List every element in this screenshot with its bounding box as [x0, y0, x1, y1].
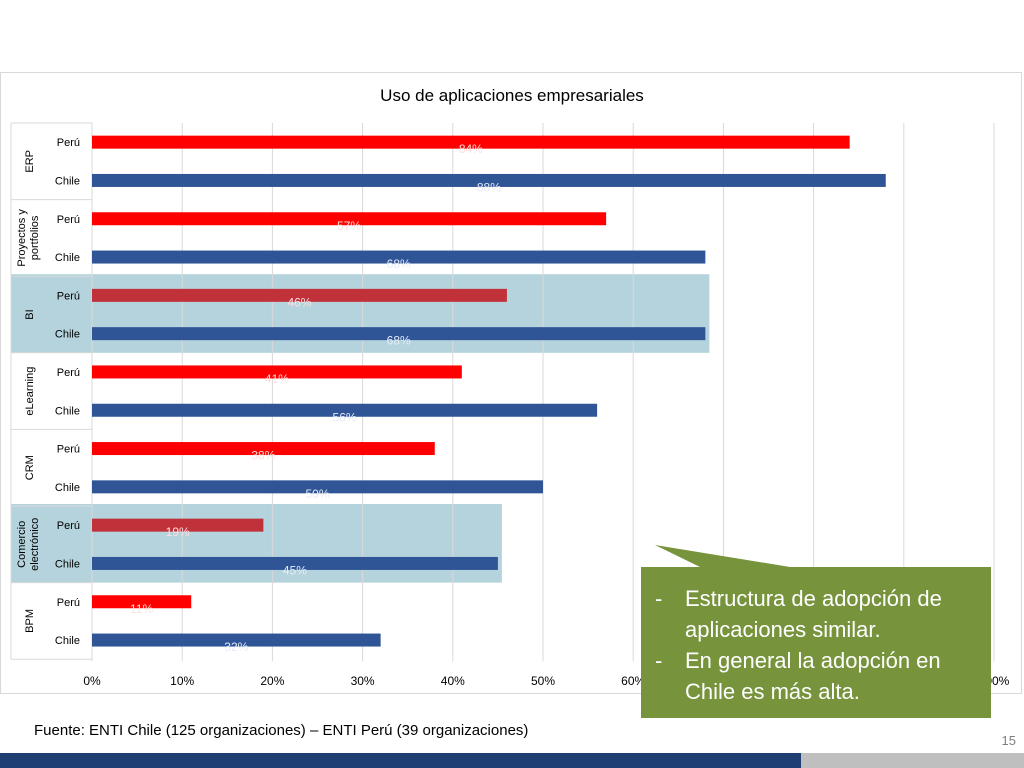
bar — [92, 403, 598, 417]
category-label: Perú — [57, 290, 80, 302]
x-tick-label: 0% — [83, 674, 101, 688]
data-label: 11% — [130, 602, 153, 616]
group-label: Comercioelectrónico — [16, 518, 41, 571]
category-label: Perú — [57, 367, 80, 379]
data-label: 41% — [265, 372, 289, 386]
category-label: Perú — [57, 597, 80, 609]
data-label: 88% — [477, 180, 501, 194]
category-label: Chile — [55, 635, 80, 647]
category-label: Perú — [57, 444, 80, 456]
highlight-box — [11, 274, 710, 353]
group-label: CRM — [24, 455, 36, 480]
x-tick-label: 30% — [351, 674, 375, 688]
group-label: Proyectos yportfolios — [16, 209, 41, 267]
data-label: 32% — [224, 640, 248, 654]
data-label: 84% — [459, 142, 483, 156]
callout-text: Estructura de adopción de aplicaciones s… — [685, 586, 942, 642]
callout-item: - Estructura de adopción de aplicaciones… — [655, 583, 973, 645]
data-label: 68% — [387, 257, 411, 271]
data-label: 50% — [305, 487, 329, 501]
category-label: Perú — [57, 214, 80, 226]
x-tick-label: 50% — [531, 674, 555, 688]
callout-dash: - — [655, 648, 663, 673]
bar — [92, 212, 607, 226]
group-label: ERP — [24, 150, 36, 173]
callout-item: - En general la adopción en Chile es más… — [655, 645, 973, 707]
category-label: Perú — [57, 520, 80, 532]
bar — [92, 135, 850, 149]
data-label: 19% — [166, 525, 190, 539]
group-label: BI — [24, 309, 36, 319]
x-tick-label: 60% — [621, 674, 645, 688]
category-label: Chile — [55, 329, 80, 341]
category-label: Chile — [55, 482, 80, 494]
bar — [92, 288, 507, 302]
x-tick-label: 10% — [170, 674, 194, 688]
data-label: 45% — [283, 563, 307, 577]
bar — [92, 480, 543, 494]
bar — [92, 595, 192, 609]
category-label: Perú — [57, 137, 80, 149]
category-label: Chile — [55, 252, 80, 264]
bar — [92, 633, 381, 647]
data-label: 46% — [287, 295, 311, 309]
bar — [92, 173, 886, 187]
data-label: 38% — [251, 449, 275, 463]
footer-bar-grey — [801, 753, 1024, 768]
category-label: Chile — [55, 405, 80, 417]
category-label: Chile — [55, 558, 80, 570]
callout-box: - Estructura de adopción de aplicaciones… — [641, 567, 991, 718]
bar — [92, 518, 264, 532]
bar — [92, 556, 498, 570]
data-label: 57% — [337, 219, 361, 233]
data-label: 56% — [333, 410, 357, 424]
bar — [92, 365, 462, 379]
bar — [92, 327, 706, 341]
chart-title: Uso de aplicaciones empresariales — [380, 86, 644, 105]
x-tick-label: 20% — [260, 674, 284, 688]
chart-frame: Uso de aplicaciones empresariales 0% 10% 20… — [0, 72, 1022, 694]
bar-chart: Uso de aplicaciones empresariales 0% 10% 20… — [10, 86, 1010, 688]
group-label: BPM — [24, 609, 36, 633]
group-label: eLearning — [24, 367, 36, 416]
footer-bar-blue — [0, 753, 801, 768]
callout-dash: - — [655, 586, 663, 611]
bar — [92, 442, 435, 456]
source-note: Fuente: ENTI Chile (125 organizaciones) … — [34, 722, 529, 739]
bar — [92, 250, 706, 264]
category-label: Chile — [55, 175, 80, 187]
data-label: 68% — [387, 334, 411, 348]
x-tick-label: 40% — [441, 674, 465, 688]
page-number: 15 — [1001, 733, 1016, 748]
callout-text: En general la adopción en Chile es más a… — [685, 648, 941, 704]
highlight-box — [11, 504, 502, 583]
